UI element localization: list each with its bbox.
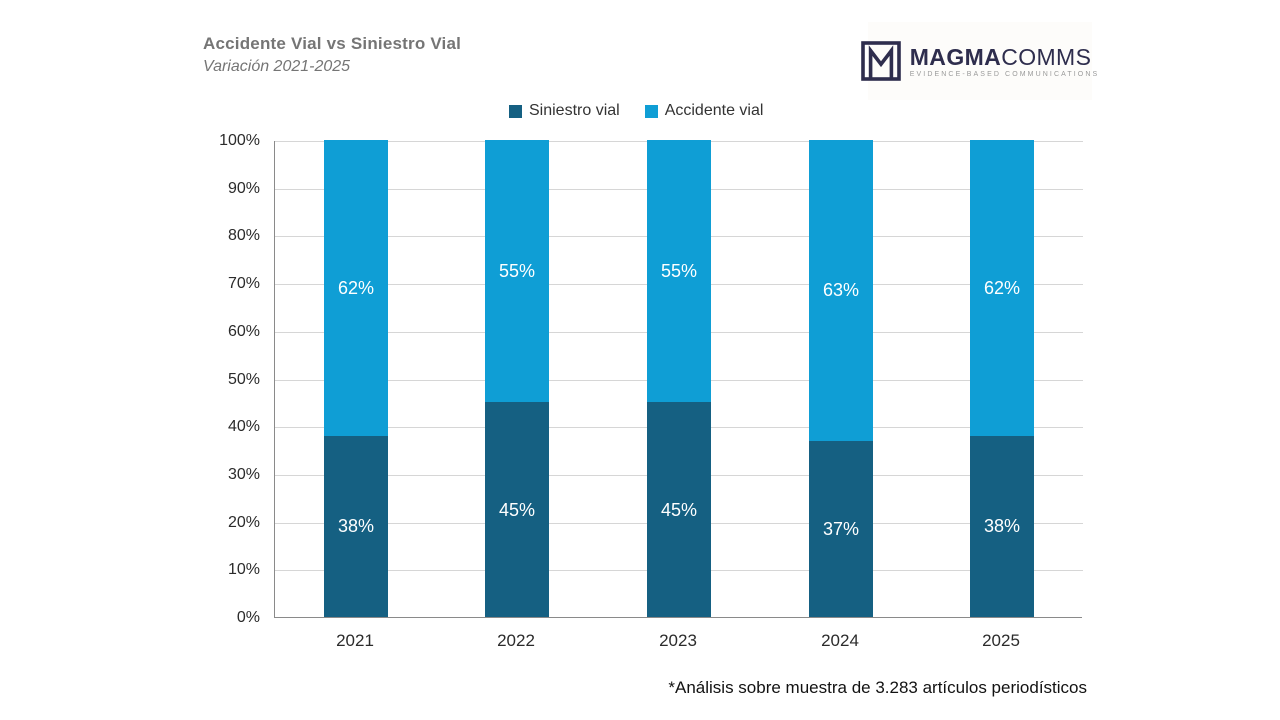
data-label: 45% bbox=[498, 499, 536, 520]
data-label: 55% bbox=[498, 261, 536, 282]
bar-segment: 62% bbox=[970, 140, 1034, 436]
y-axis-tick-label: 90% bbox=[227, 180, 260, 197]
chart-title: Accidente Vial vs Siniestro Vial bbox=[203, 34, 462, 53]
stacked-bar-2024: 63% 37% bbox=[809, 140, 873, 617]
y-axis-tick-label: 0% bbox=[236, 609, 260, 626]
x-axis-tick-label: 2022 bbox=[497, 631, 535, 650]
data-label: 38% bbox=[337, 516, 375, 537]
data-label: 63% bbox=[822, 280, 860, 301]
magmacomms-logo: MAGMACOMMS EVIDENCE-BASED COMMUNICATIONS bbox=[860, 22, 1097, 100]
bar-segment: 62% bbox=[324, 140, 388, 436]
chart-subtitle: Variación 2021-2025 bbox=[203, 58, 351, 75]
logo-tagline: EVIDENCE-BASED COMMUNICATIONS bbox=[909, 70, 1100, 78]
data-label: 62% bbox=[983, 277, 1021, 298]
data-label: 45% bbox=[660, 499, 698, 520]
logo-brand-comms: COMMS bbox=[1001, 43, 1092, 70]
x-axis-tick-label: 2021 bbox=[336, 631, 374, 650]
bar-segment: 45% bbox=[485, 402, 549, 617]
y-axis-tick-label: 80% bbox=[227, 227, 260, 244]
y-axis-tick-label: 50% bbox=[227, 371, 260, 388]
data-label: 62% bbox=[337, 277, 375, 298]
y-axis-tick-label: 70% bbox=[227, 275, 260, 292]
chart-header: Accidente Vial vs Siniestro Vial Variaci… bbox=[203, 32, 461, 78]
data-label: 55% bbox=[660, 261, 698, 282]
logo-brand-magma: MAGMA bbox=[909, 43, 1002, 70]
y-axis-tick-label: 20% bbox=[227, 514, 260, 531]
stacked-bar-2022: 55% 45% bbox=[485, 140, 549, 617]
chart-legend: Siniestro vial Accidente vial bbox=[509, 102, 763, 120]
stacked-bar-2023: 55% 45% bbox=[647, 140, 711, 617]
legend-swatch-icon bbox=[509, 104, 522, 118]
bar-segment: 45% bbox=[647, 402, 711, 617]
stacked-bar-2025: 62% 38% bbox=[970, 140, 1034, 617]
plot-area: 62% 38% 55% 45% 55% 45% 63% 37% 62% 38% bbox=[274, 140, 1083, 618]
data-label: 37% bbox=[822, 518, 860, 539]
logo-brand-name: MAGMACOMMS bbox=[910, 45, 1100, 69]
bar-segment: 63% bbox=[809, 140, 873, 441]
bar-segment: 37% bbox=[809, 440, 873, 617]
y-axis-tick-label: 100% bbox=[219, 132, 260, 149]
data-label: 38% bbox=[983, 516, 1021, 537]
x-axis-tick-label: 2025 bbox=[982, 631, 1020, 650]
y-axis-tick-label: 10% bbox=[227, 561, 260, 578]
x-axis-tick-label: 2024 bbox=[821, 631, 859, 650]
logo-inner: MAGMACOMMS EVIDENCE-BASED COMMUNICATIONS bbox=[860, 40, 1100, 82]
y-axis-tick-label: 30% bbox=[227, 466, 260, 483]
x-axis-tick-label: 2023 bbox=[659, 631, 697, 650]
footnote: *Análisis sobre muestra de 3.283 artícul… bbox=[668, 678, 1087, 697]
bar-segment: 38% bbox=[324, 435, 388, 617]
legend-item: Siniestro vial bbox=[509, 102, 620, 120]
y-axis-tick-label: 40% bbox=[227, 418, 260, 435]
magmacomms-m-icon bbox=[860, 41, 901, 81]
legend-label: Siniestro vial bbox=[529, 102, 620, 119]
y-axis-tick-label: 60% bbox=[227, 323, 260, 340]
legend-item: Accidente vial bbox=[644, 102, 764, 120]
legend-swatch-icon bbox=[644, 104, 658, 118]
legend-label: Accidente vial bbox=[664, 102, 764, 119]
bar-segment: 38% bbox=[970, 435, 1034, 617]
bar-segment: 55% bbox=[485, 140, 549, 403]
logo-text-block: MAGMACOMMS EVIDENCE-BASED COMMUNICATIONS bbox=[910, 45, 1100, 78]
bar-segment: 55% bbox=[647, 140, 711, 403]
stacked-bar-2021: 62% 38% bbox=[324, 140, 388, 617]
